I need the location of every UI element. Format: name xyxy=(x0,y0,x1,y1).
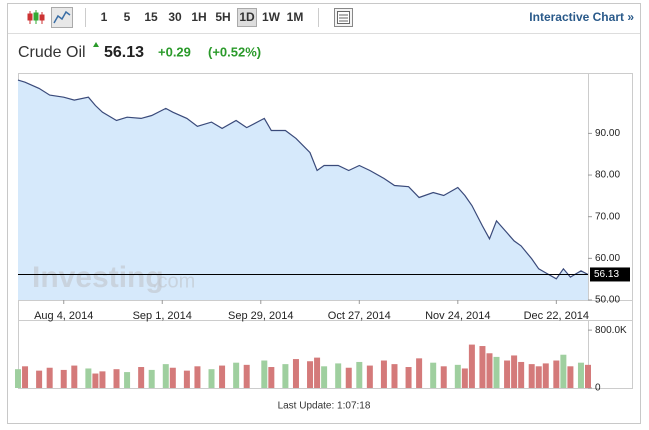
volume-bar xyxy=(504,360,511,388)
y-tick-label: 80.00 xyxy=(595,170,620,181)
last-update: Last Update: 1:07:18 xyxy=(278,401,371,412)
volume-bar xyxy=(36,370,43,388)
volume-bar xyxy=(461,368,468,388)
volume-bar xyxy=(71,365,78,388)
volume-bar xyxy=(282,364,289,388)
volume-bar xyxy=(15,369,21,388)
volume-bar xyxy=(356,361,363,388)
volume-bar xyxy=(243,364,250,388)
active-interval-bg xyxy=(237,8,257,27)
volume-bar xyxy=(585,364,591,388)
volume-bar xyxy=(528,364,535,388)
interval-button[interactable]: 5 xyxy=(124,10,131,24)
volume-bar xyxy=(553,360,560,388)
volume-bar xyxy=(468,344,475,388)
volume-tick-label: 0 xyxy=(595,383,601,394)
interval-button[interactable]: 1H xyxy=(191,10,206,24)
up-arrow xyxy=(93,42,99,47)
volume-bar xyxy=(486,353,493,388)
watermark-brand: Investing xyxy=(32,261,164,294)
volume-bar xyxy=(454,364,461,388)
interval-button[interactable]: 1 xyxy=(101,10,108,24)
current-price-label: 56.13 xyxy=(594,269,619,280)
candle-icon[interactable] xyxy=(27,10,45,24)
x-tick-label: Nov 24, 2014 xyxy=(425,310,490,322)
volume-bar xyxy=(99,371,106,388)
y-tick-label: 90.00 xyxy=(595,128,620,139)
volume-bar xyxy=(85,368,92,388)
interval-button[interactable]: 15 xyxy=(144,10,158,24)
watermark-suffix: .com xyxy=(152,270,195,292)
x-tick-label: Sep 1, 2014 xyxy=(133,310,192,322)
price-line xyxy=(17,79,589,280)
volume-bar xyxy=(577,362,584,388)
volume-bar xyxy=(314,357,321,388)
volume-bar xyxy=(366,365,373,388)
volume-bar xyxy=(169,367,176,388)
volume-bar xyxy=(416,358,423,388)
current-price-box xyxy=(590,267,630,282)
volume-bar xyxy=(321,366,328,388)
volume-bar xyxy=(113,369,120,388)
volume-bar xyxy=(162,364,169,388)
volume-bar xyxy=(292,359,299,388)
volume-bar xyxy=(22,366,29,388)
volume-bar xyxy=(148,369,155,388)
y-tick-label: 50.00 xyxy=(595,295,620,306)
price: 56.13 xyxy=(104,44,144,61)
interval-button[interactable]: 1M xyxy=(287,10,304,24)
volume-bar xyxy=(261,360,268,388)
volume-bar xyxy=(92,373,99,388)
volume-bar xyxy=(430,362,437,388)
volume-bar xyxy=(542,363,549,388)
volume-bar xyxy=(535,366,542,388)
volume-bar xyxy=(208,369,215,388)
volume-bar xyxy=(567,366,574,388)
interactive-chart-link[interactable]: Interactive Chart » xyxy=(529,10,634,24)
volume-bar xyxy=(219,365,226,388)
interval-button[interactable]: 1W xyxy=(262,10,281,24)
volume-bar xyxy=(138,367,145,388)
volume-bar xyxy=(46,367,53,388)
volume-bar xyxy=(307,361,314,388)
volume-bar xyxy=(268,367,275,388)
x-tick-label: Sep 29, 2014 xyxy=(228,310,293,322)
volume-bar xyxy=(493,356,500,388)
volume-bar xyxy=(518,361,525,388)
y-tick-label: 60.00 xyxy=(595,253,620,264)
volume-bar xyxy=(194,366,201,388)
interval-button[interactable]: 30 xyxy=(168,10,182,24)
volume-bar xyxy=(479,346,486,388)
volume-bar xyxy=(335,363,342,388)
volume-bar xyxy=(511,355,518,388)
volume-bar xyxy=(560,354,567,388)
volume-bar xyxy=(405,367,412,388)
volume-tick-label: 800.0K xyxy=(595,325,627,336)
settings-icon[interactable] xyxy=(334,8,353,27)
interval-button[interactable]: 5H xyxy=(215,10,230,24)
volume-bar xyxy=(124,372,131,388)
price-area xyxy=(18,80,588,300)
x-tick-label: Aug 4, 2014 xyxy=(34,310,93,322)
volume-bar xyxy=(233,362,240,388)
x-tick-label: Dec 22, 2014 xyxy=(524,310,589,322)
volume-bar xyxy=(380,360,387,388)
volume-bar xyxy=(183,370,190,388)
instrument-title: Crude Oil xyxy=(18,44,86,61)
change: +0.29 xyxy=(158,44,191,59)
line-icon xyxy=(53,10,71,24)
volume-bar xyxy=(440,366,447,388)
x-tick-label: Oct 27, 2014 xyxy=(328,310,391,322)
interval-button[interactable]: 1D xyxy=(239,10,255,24)
volume-bar xyxy=(60,369,67,388)
plot xyxy=(17,79,589,300)
volume-bar xyxy=(345,367,352,388)
change-percent: (+0.52%) xyxy=(208,44,261,59)
y-tick-label: 70.00 xyxy=(595,211,620,222)
volume-bar xyxy=(391,364,398,388)
